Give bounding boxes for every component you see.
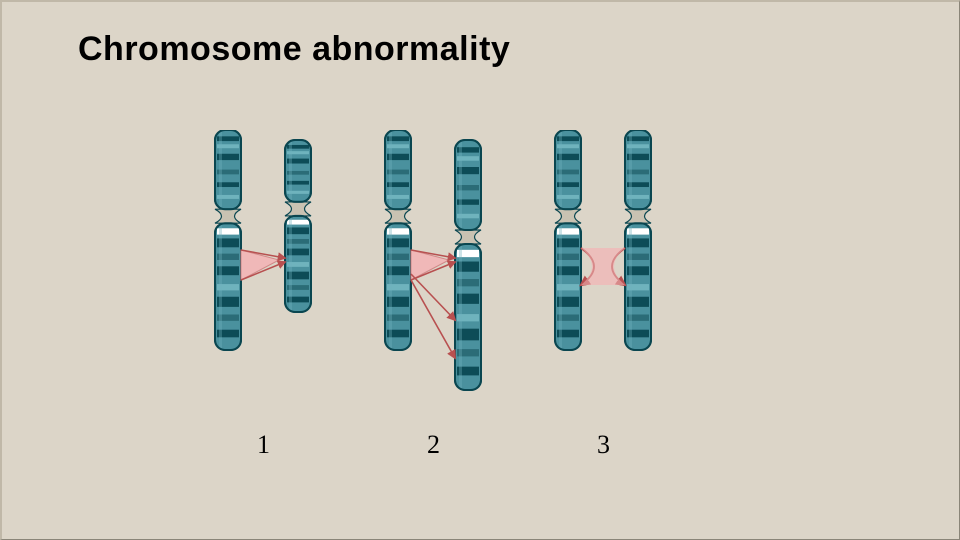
page-title: Chromosome abnormality <box>78 30 510 69</box>
chromosome-svg <box>175 130 715 460</box>
group-label-3: 3 <box>597 430 610 460</box>
group-label-2: 2 <box>427 430 440 460</box>
group-label-1: 1 <box>257 430 270 460</box>
chromosome-figure <box>175 130 715 460</box>
